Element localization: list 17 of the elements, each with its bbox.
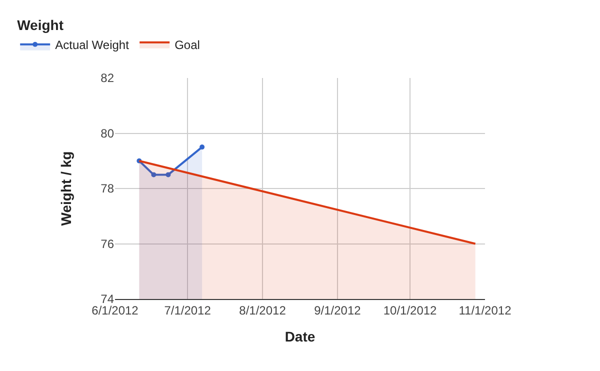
y-tick-label: 82 <box>100 71 114 86</box>
legend-label: Actual Weight <box>55 38 130 52</box>
point <box>151 172 156 178</box>
point <box>200 144 205 150</box>
x-tick-label: 9/1/2012 <box>314 303 362 318</box>
point <box>166 172 171 178</box>
x-axis-title: Date <box>284 328 316 345</box>
y-tick-label: 80 <box>100 126 114 140</box>
y-tick-label: 76 <box>100 236 114 251</box>
y-tick-label: 78 <box>100 182 114 196</box>
x-tick-label: 7/1/2012 <box>164 303 212 318</box>
x-tick-label: 11/1/2012 <box>458 303 512 318</box>
y-axis-title: Weight / kg <box>58 151 74 226</box>
legend-title: Weight <box>17 16 64 33</box>
legend-label: Goal <box>174 38 200 52</box>
x-tick-label: 8/1/2012 <box>239 303 286 318</box>
x-tick-label: 10/1/2012 <box>383 303 438 318</box>
